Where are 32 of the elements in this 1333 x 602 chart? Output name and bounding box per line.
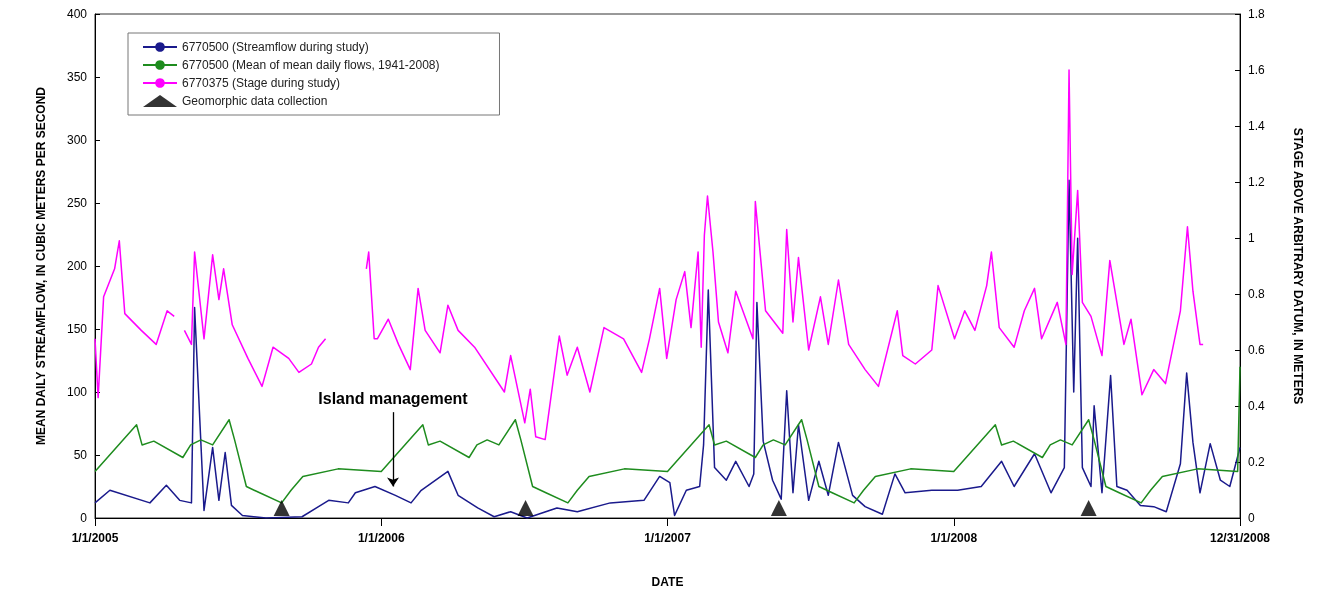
annotation: Island management [318, 389, 469, 407]
legend-label: 6770375 (Stage during study) [182, 76, 341, 90]
x-tick-label: 1/1/2006 [357, 531, 405, 545]
y2-tick-label: 0.8 [1248, 287, 1266, 301]
legend-label: 6770500 (Mean of mean daily flows, 1941-2008) [182, 58, 440, 72]
y2-tick-label: 1.8 [1248, 7, 1266, 21]
y-tick-label: 400 [66, 7, 88, 21]
y2-tick-label: 1.2 [1248, 175, 1266, 189]
y-tick-label: 250 [66, 196, 88, 210]
x-axis-title: DATE [651, 575, 684, 589]
y2-axis-title: STAGE ABOVE ARBITRARY DATUM, IN METERS [1291, 127, 1305, 405]
y2-tick-label: 1.6 [1248, 63, 1266, 77]
y-tick-label: 300 [66, 133, 88, 147]
y-tick-label: 200 [66, 259, 88, 273]
x-tick-label: 12/31/2008 [1209, 531, 1271, 545]
x-tick-label: 1/1/2005 [71, 531, 119, 545]
y2-tick-label: 1.4 [1248, 119, 1266, 133]
y2-tick-label: 0.6 [1248, 343, 1266, 357]
y-tick-label: 0 [80, 511, 88, 525]
y2-tick-label: 0.4 [1248, 399, 1266, 413]
y-tick-label: 350 [66, 70, 88, 84]
y-tick-label: 100 [66, 385, 88, 399]
x-tick-label: 1/1/2007 [644, 531, 692, 545]
y2-tick-label: 0 [1248, 511, 1255, 525]
y2-tick-label: 0.2 [1248, 455, 1266, 469]
y-tick-label: 50 [73, 448, 88, 462]
legend-label: Geomorphic data collection [182, 94, 328, 108]
y-tick-label: 150 [66, 322, 88, 336]
x-tick-label: 1/1/2008 [930, 531, 978, 545]
y-axis-title: MEAN DAILY STREAMFLOW, IN CUBIC METERS PER SECOND [34, 86, 48, 446]
legend-label: 6770500 (Streamflow during study) [182, 40, 369, 54]
y2-tick-label: 1 [1248, 231, 1255, 245]
